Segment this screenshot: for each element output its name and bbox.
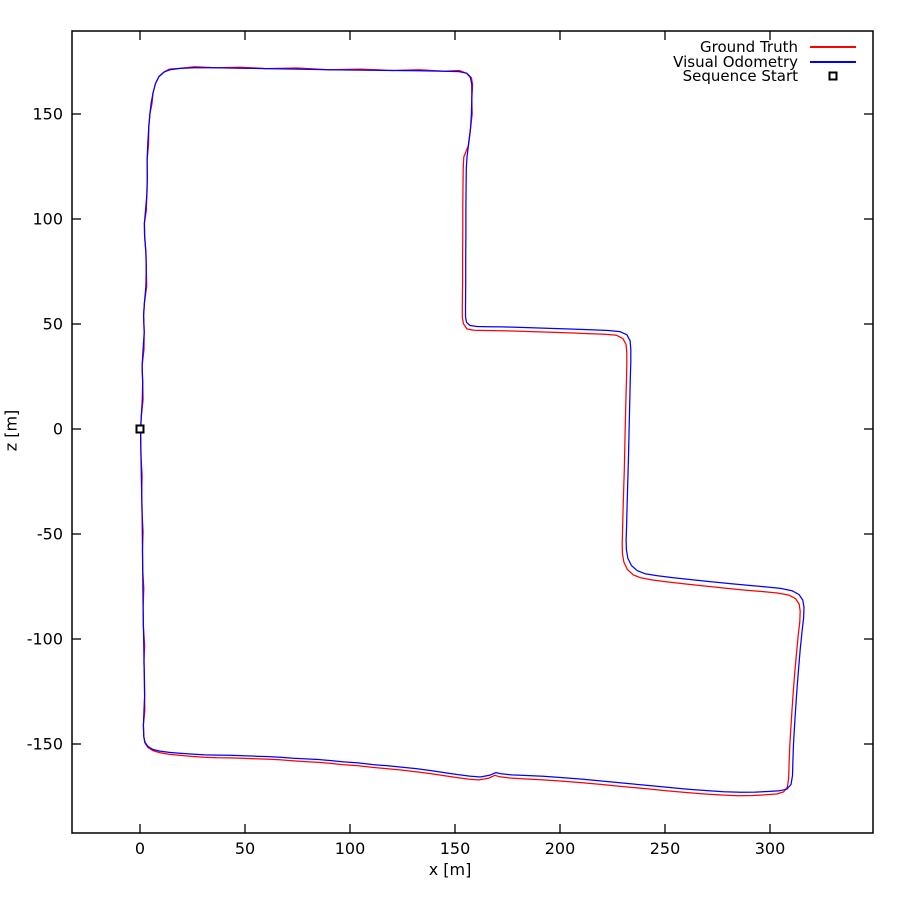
- sequence-start-marker-swatch: [810, 69, 856, 83]
- legend-label-sequence-start: Sequence Start: [682, 67, 798, 85]
- visual-odometry-line-swatch: [810, 55, 856, 69]
- x-tick-label: 300: [755, 839, 786, 858]
- y-tick-label: 0: [53, 419, 63, 438]
- x-tick-label: 200: [545, 839, 576, 858]
- y-tick-label: 150: [32, 104, 63, 123]
- legend-label-ground-truth: Ground Truth: [700, 38, 798, 56]
- y-tick-label: -150: [27, 735, 63, 754]
- y-tick-label: -50: [37, 524, 63, 543]
- plot-border: [71, 30, 874, 834]
- y-tick-label: 100: [32, 209, 63, 228]
- y-tick-label: -100: [27, 629, 63, 648]
- x-axis-label: x [m]: [428, 860, 472, 879]
- x-tick-label: 0: [135, 839, 145, 858]
- x-tick-label: 50: [235, 839, 255, 858]
- x-tick-label: 250: [650, 839, 681, 858]
- plot-legend: Ground Truth Visual Odometry Sequence St…: [673, 40, 856, 84]
- x-tick-label: 100: [335, 839, 366, 858]
- sequence-start-marker: [135, 424, 145, 434]
- open-square-icon: [828, 71, 838, 81]
- legend-item-sequence-start: Sequence Start: [673, 69, 856, 84]
- legend-label-visual-odometry: Visual Odometry: [673, 52, 798, 71]
- legend-item-visual-odometry: Visual Odometry: [673, 52, 856, 71]
- legend-item-ground-truth: Ground Truth: [673, 40, 856, 55]
- visual-odometry-trajectory: [139, 67, 805, 793]
- x-tick-label: 150: [440, 839, 471, 858]
- ground-truth-trajectory: [139, 66, 801, 797]
- y-axis-label: z [m]: [1, 409, 21, 452]
- y-tick-label: 50: [43, 314, 63, 333]
- ground-truth-line-swatch: [810, 40, 856, 54]
